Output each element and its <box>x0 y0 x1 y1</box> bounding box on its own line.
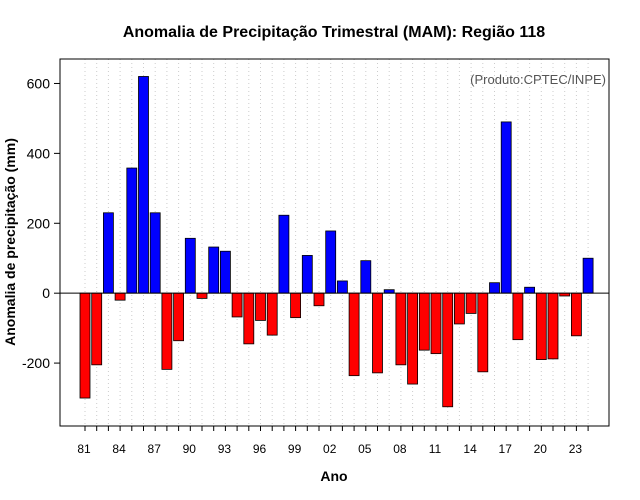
x-tick-label: 87 <box>148 442 162 456</box>
y-tick-label: 600 <box>27 75 51 91</box>
plot-frame <box>59 58 610 427</box>
x-tick-label: 90 <box>183 442 197 456</box>
bar-2017 <box>500 121 512 294</box>
y-tick-label: 200 <box>27 215 51 231</box>
y-tick-label: 400 <box>27 145 51 161</box>
x-tick-label: 08 <box>393 442 407 456</box>
y-axis-title: Anomalia de precipitação (mm) <box>2 138 18 346</box>
bar-2014 <box>465 292 477 314</box>
x-tick-label: 17 <box>499 442 513 456</box>
y-tick-label: 0 <box>42 285 50 301</box>
bar-1988 <box>161 292 173 370</box>
bar-1983 <box>103 212 114 294</box>
bar-2015 <box>477 292 489 373</box>
bar-1994 <box>231 292 243 318</box>
bar-1982 <box>91 292 103 366</box>
bar-1997 <box>266 292 278 336</box>
bar-1986 <box>138 76 149 294</box>
bar-2023 <box>571 292 582 337</box>
bar-2006 <box>372 292 383 374</box>
bar-2020 <box>535 292 547 360</box>
bar-1995 <box>243 292 255 345</box>
x-tick-label: 84 <box>112 442 126 456</box>
bar-1981 <box>79 292 91 399</box>
x-tick-label: 11 <box>429 442 442 456</box>
x-axis-title: Ano <box>320 468 347 484</box>
x-tick-label: 02 <box>323 442 337 456</box>
bar-2012 <box>442 292 454 408</box>
x-tick-label: 93 <box>218 442 232 456</box>
bar-2003 <box>336 280 348 294</box>
x-tick-label: 05 <box>358 442 372 456</box>
bar-1984 <box>114 292 126 301</box>
bar-2021 <box>547 292 559 360</box>
y-axis: -200 0 200 400 600 <box>22 75 60 371</box>
bar-2024 <box>582 257 594 294</box>
bar-2018 <box>512 292 524 341</box>
bar-1992 <box>208 246 220 294</box>
x-tick-label: 81 <box>77 442 91 456</box>
product-annotation: (Produto:CPTEC/INPE) <box>470 72 606 87</box>
bar-2001 <box>313 292 325 307</box>
bar-2002 <box>325 230 337 294</box>
bar-2000 <box>301 255 313 294</box>
bar-2013 <box>453 292 465 325</box>
bar-1990 <box>184 237 196 294</box>
bar-1998 <box>278 214 290 294</box>
bar-2009 <box>407 292 419 385</box>
x-axis: 81 84 87 90 93 96 99 02 05 08 11 14 17 20 23 <box>77 426 589 456</box>
x-tick-label: 99 <box>288 442 302 456</box>
bar-1996 <box>255 292 266 321</box>
chart-title: Anomalia de Precipitação Trimestral (MAM… <box>123 24 545 41</box>
bar-1987 <box>149 212 161 294</box>
bar-2004 <box>348 292 360 377</box>
bar-1999 <box>290 292 302 319</box>
bar-2019 <box>524 286 535 294</box>
bar-1991 <box>196 292 208 299</box>
x-tick-label: 23 <box>569 442 583 456</box>
y-tick-label: -200 <box>22 355 50 371</box>
x-tick-label: 20 <box>534 442 548 456</box>
bar-1993 <box>219 250 231 294</box>
bar-1985 <box>126 167 138 294</box>
bar-2010 <box>418 292 430 351</box>
bar-2005 <box>360 260 372 294</box>
bar-2011 <box>430 292 442 355</box>
x-tick-label: 96 <box>253 442 267 456</box>
bar-2007 <box>383 289 395 294</box>
x-tick-label: 14 <box>463 442 477 456</box>
bars <box>79 76 594 408</box>
bar-2008 <box>395 292 407 366</box>
bar-2016 <box>489 282 500 294</box>
bar-1989 <box>173 292 185 342</box>
